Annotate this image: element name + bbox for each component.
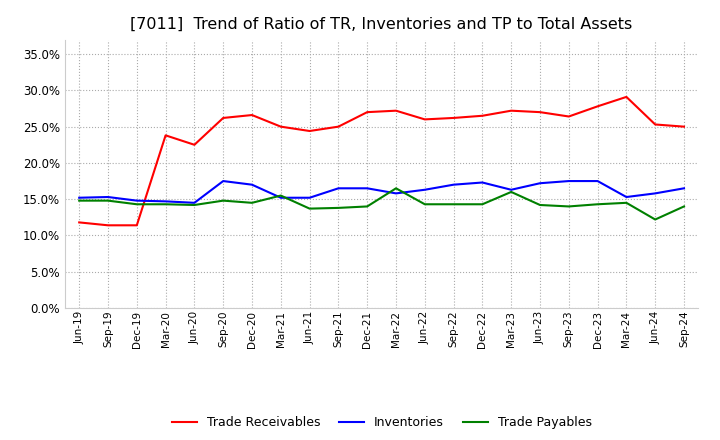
Inventories [593, 178, 602, 183]
Inventories [449, 182, 458, 187]
Trade Payables [536, 202, 544, 208]
Trade Payables [651, 217, 660, 222]
Trade Receivables [392, 108, 400, 114]
Inventories [104, 194, 112, 200]
Inventories [161, 199, 170, 204]
Inventories [190, 200, 199, 205]
Trade Receivables [75, 220, 84, 225]
Inventories [651, 191, 660, 196]
Trade Receivables [420, 117, 429, 122]
Trade Payables [680, 204, 688, 209]
Inventories [75, 195, 84, 200]
Line: Trade Receivables: Trade Receivables [79, 97, 684, 225]
Trade Payables [248, 200, 256, 205]
Line: Trade Payables: Trade Payables [79, 188, 684, 220]
Inventories [507, 187, 516, 192]
Trade Receivables [478, 113, 487, 118]
Inventories [334, 186, 343, 191]
Inventories [219, 178, 228, 183]
Trade Payables [334, 205, 343, 210]
Trade Payables [305, 206, 314, 211]
Inventories [276, 195, 285, 200]
Line: Inventories: Inventories [79, 181, 684, 203]
Trade Payables [507, 189, 516, 194]
Trade Receivables [622, 94, 631, 99]
Trade Receivables [593, 104, 602, 109]
Trade Receivables [161, 133, 170, 138]
Inventories [392, 191, 400, 196]
Trade Payables [190, 202, 199, 208]
Trade Payables [219, 198, 228, 203]
Legend: Trade Receivables, Inventories, Trade Payables: Trade Receivables, Inventories, Trade Pa… [171, 416, 592, 429]
Trade Payables [132, 202, 141, 207]
Inventories [622, 194, 631, 200]
Trade Payables [276, 193, 285, 198]
Trade Receivables [564, 114, 573, 119]
Trade Payables [161, 202, 170, 207]
Inventories [363, 186, 372, 191]
Trade Payables [420, 202, 429, 207]
Trade Receivables [190, 142, 199, 147]
Trade Receivables [305, 128, 314, 134]
Inventories [420, 187, 429, 192]
Inventories [305, 195, 314, 200]
Trade Receivables [507, 108, 516, 114]
Trade Receivables [651, 122, 660, 127]
Inventories [536, 180, 544, 186]
Inventories [564, 178, 573, 183]
Trade Payables [478, 202, 487, 207]
Trade Receivables [449, 115, 458, 121]
Trade Payables [564, 204, 573, 209]
Title: [7011]  Trend of Ratio of TR, Inventories and TP to Total Assets: [7011] Trend of Ratio of TR, Inventories… [130, 16, 633, 32]
Inventories [132, 198, 141, 203]
Trade Payables [363, 204, 372, 209]
Inventories [680, 186, 688, 191]
Trade Payables [104, 198, 112, 203]
Trade Receivables [219, 115, 228, 121]
Trade Receivables [363, 110, 372, 115]
Trade Receivables [680, 124, 688, 129]
Trade Payables [449, 202, 458, 207]
Trade Payables [593, 202, 602, 207]
Inventories [478, 180, 487, 185]
Inventories [248, 182, 256, 187]
Trade Receivables [334, 124, 343, 129]
Trade Receivables [276, 124, 285, 129]
Trade Receivables [104, 223, 112, 228]
Trade Receivables [248, 112, 256, 117]
Trade Payables [622, 200, 631, 205]
Trade Payables [392, 186, 400, 191]
Trade Receivables [536, 110, 544, 115]
Trade Receivables [132, 223, 141, 228]
Trade Payables [75, 198, 84, 203]
